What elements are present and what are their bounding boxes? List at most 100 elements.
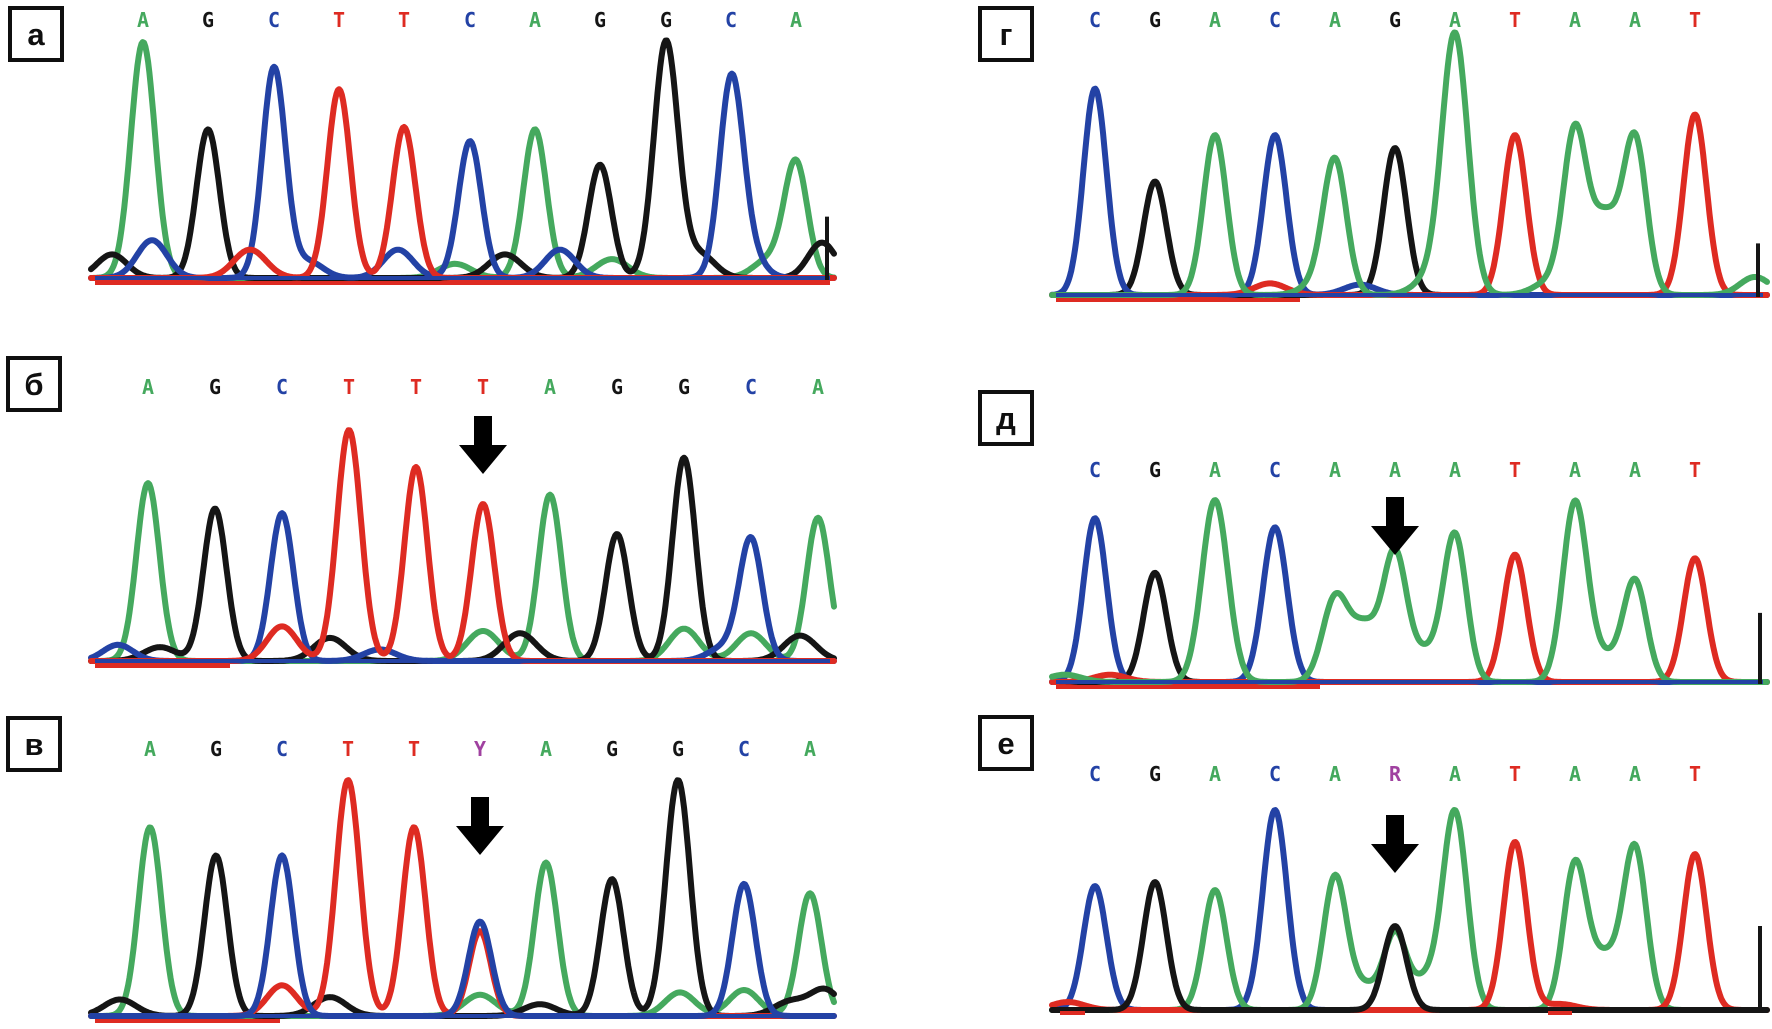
trace-G: [1049, 879, 1770, 1013]
trace-C: [88, 510, 837, 664]
panel-label: д: [996, 400, 1016, 436]
panel-label: б: [24, 366, 44, 402]
panel-label-box: б: [6, 356, 62, 412]
trace-G: [88, 454, 837, 664]
panel-label: е: [997, 725, 1015, 761]
base-letter-A: A: [803, 737, 817, 761]
base-letter-G: G: [593, 8, 607, 32]
base-letter-T: T: [476, 375, 490, 399]
base-letter-C: C: [744, 375, 758, 399]
chromatogram-trace: [1049, 29, 1770, 302]
base-letter-A: A: [1208, 458, 1222, 482]
base-letter-A: A: [539, 737, 553, 761]
trace-A: [1049, 29, 1770, 298]
trace-A: [1049, 807, 1770, 1013]
base-letter-T: T: [342, 375, 356, 399]
base-letter-C: C: [1268, 458, 1282, 482]
base-letter-A: A: [1208, 8, 1222, 32]
base-letter-C: C: [737, 737, 751, 761]
trace-C: [88, 852, 837, 1019]
base-letter-A: A: [528, 8, 542, 32]
base-letter-T: T: [407, 737, 421, 761]
base-letter-A: A: [1208, 762, 1222, 786]
mutation-arrow-icon: [459, 416, 507, 474]
trace-G: [1049, 145, 1770, 298]
trace-A: [88, 824, 837, 1019]
base-letter-A: A: [1328, 762, 1342, 786]
base-letter-A: A: [1448, 762, 1462, 786]
base-letter-A: A: [1388, 458, 1402, 482]
base-letter-C: C: [275, 737, 289, 761]
base-letter-G: G: [677, 375, 691, 399]
base-letter-T: T: [1688, 8, 1702, 32]
base-letter-C: C: [724, 8, 738, 32]
chromatogram-trace: [1049, 807, 1770, 1015]
base-letter-G: G: [201, 8, 215, 32]
chromatogram-trace: [88, 427, 837, 668]
base-letter-T: T: [397, 8, 411, 32]
base-letter-A: A: [1628, 762, 1642, 786]
trace-T: [88, 777, 837, 1019]
base-letter-T: T: [1688, 762, 1702, 786]
base-letter-A: A: [811, 375, 825, 399]
base-letter-C: C: [463, 8, 477, 32]
trace-T: [88, 427, 837, 664]
panel-label-box: д: [978, 390, 1034, 446]
mutation-arrow-icon: [1371, 497, 1419, 555]
base-letter-T: T: [332, 8, 346, 32]
base-letter-A: A: [136, 8, 150, 32]
trace-A: [88, 39, 837, 281]
base-letter-C: C: [1268, 8, 1282, 32]
base-letter-T: T: [1508, 458, 1522, 482]
base-letter-C: C: [1268, 762, 1282, 786]
trace-T: [1049, 551, 1770, 685]
base-letter-R: R: [1388, 762, 1402, 786]
base-letter-A: A: [1568, 8, 1582, 32]
base-letter-A: A: [1328, 458, 1342, 482]
trace-C: [1049, 515, 1770, 685]
base-letter-C: C: [1088, 8, 1102, 32]
base-letter-C: C: [267, 8, 281, 32]
base-letter-A: A: [1328, 8, 1342, 32]
base-letter-G: G: [1148, 762, 1162, 786]
trace-T: [88, 86, 837, 281]
chromatogram-trace: [88, 37, 837, 285]
base-letter-G: G: [671, 737, 685, 761]
panel-label-box: а: [8, 6, 64, 62]
base-letter-A: A: [1628, 8, 1642, 32]
base-letter-A: A: [1568, 762, 1582, 786]
base-letter-G: G: [209, 737, 223, 761]
base-letter-A: A: [143, 737, 157, 761]
trace-A: [1049, 497, 1770, 685]
trace-G: [88, 777, 837, 1019]
trace-T: [1049, 839, 1770, 1013]
base-letter-G: G: [610, 375, 624, 399]
base-letter-C: C: [275, 375, 289, 399]
panel-label: в: [24, 726, 44, 762]
chromatogram-trace: [88, 777, 837, 1023]
base-letter-T: T: [409, 375, 423, 399]
base-letter-A: A: [1448, 8, 1462, 32]
trace-G: [1049, 569, 1770, 685]
base-letter-T: T: [1688, 458, 1702, 482]
base-letter-G: G: [605, 737, 619, 761]
mutation-arrow-icon: [456, 797, 504, 855]
mutation-arrow-icon: [1371, 815, 1419, 873]
base-letter-G: G: [659, 8, 673, 32]
base-letter-A: A: [1568, 458, 1582, 482]
base-letter-G: G: [1148, 458, 1162, 482]
trace-A: [88, 480, 837, 664]
base-letter-C: C: [1088, 762, 1102, 786]
